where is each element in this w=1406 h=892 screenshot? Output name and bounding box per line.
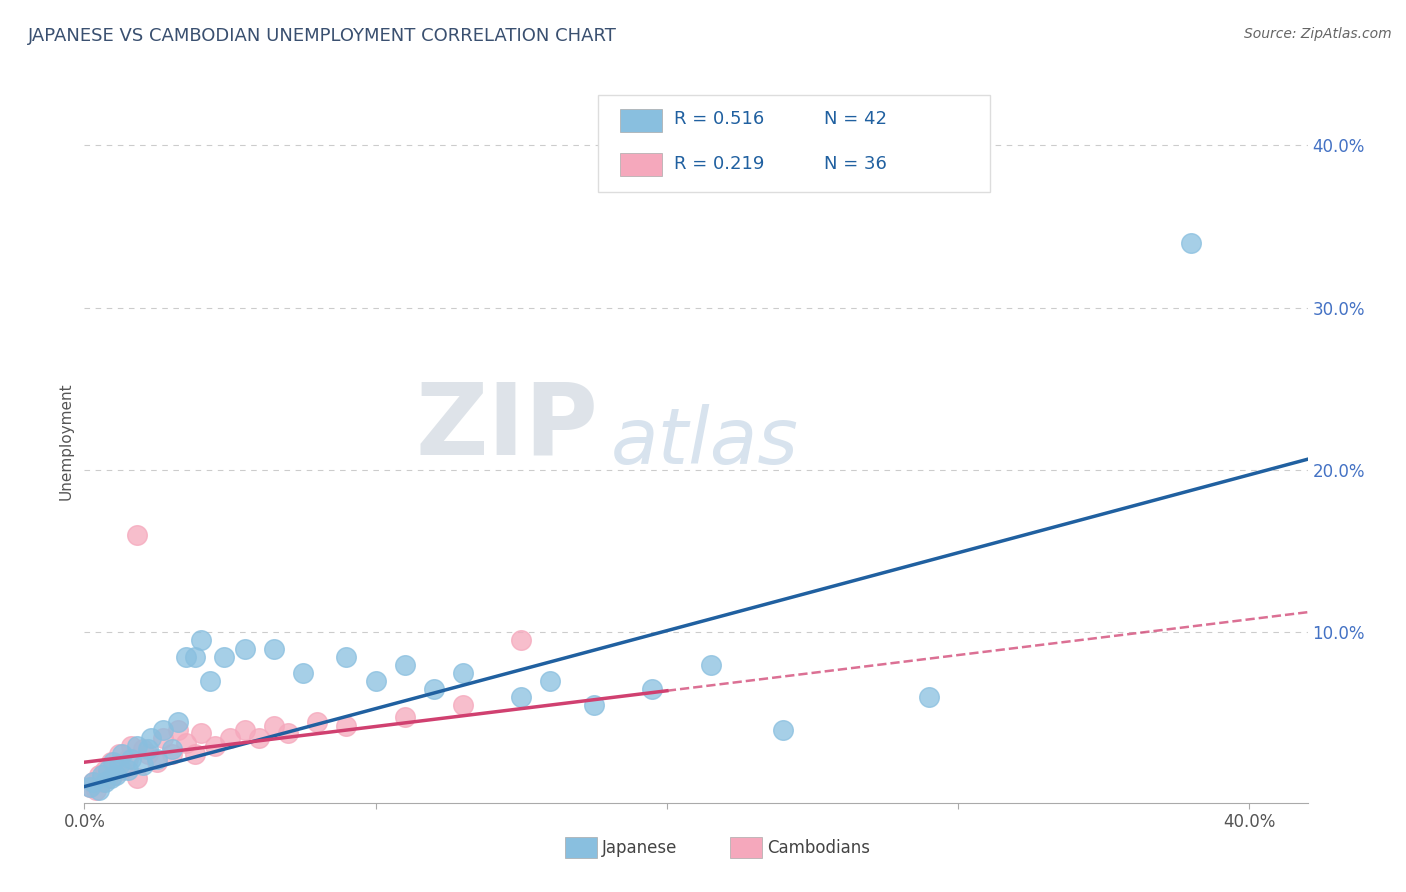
Point: [117, 752, 139, 766]
Point: [335, 649, 357, 664]
Point: [174, 649, 197, 664]
Point: [125, 528, 148, 542]
Point: [84, 782, 107, 797]
Point: [394, 710, 416, 724]
Point: [699, 657, 721, 672]
Point: [641, 682, 664, 697]
Point: [538, 673, 561, 688]
Point: [918, 690, 941, 705]
Point: [184, 747, 207, 761]
Text: Source: ZipAtlas.com: Source: ZipAtlas.com: [1244, 27, 1392, 41]
Point: [79, 780, 101, 794]
Point: [146, 755, 169, 769]
Point: [291, 665, 314, 680]
Point: [93, 764, 115, 778]
Text: ZIP: ZIP: [415, 378, 598, 475]
Point: [451, 665, 474, 680]
Point: [82, 774, 104, 789]
Point: [166, 714, 188, 729]
Point: [423, 682, 446, 697]
Point: [1180, 235, 1202, 250]
Point: [394, 657, 416, 672]
Point: [146, 752, 169, 766]
Point: [190, 633, 212, 648]
Point: [138, 742, 160, 756]
Point: [198, 673, 221, 688]
FancyBboxPatch shape: [620, 109, 662, 132]
Point: [510, 690, 533, 705]
Point: [263, 641, 285, 656]
Point: [510, 633, 533, 648]
Point: [87, 782, 110, 797]
Text: N = 42: N = 42: [824, 111, 887, 128]
Point: [93, 774, 115, 789]
Point: [152, 723, 174, 737]
Point: [364, 673, 387, 688]
Point: [160, 742, 183, 756]
Y-axis label: Unemployment: Unemployment: [58, 383, 73, 500]
Point: [583, 698, 606, 713]
Point: [184, 649, 207, 664]
Point: [233, 641, 256, 656]
Point: [108, 747, 131, 761]
Point: [90, 774, 112, 789]
Point: [138, 747, 160, 761]
Point: [97, 772, 120, 786]
Point: [307, 714, 329, 729]
Point: [100, 772, 122, 786]
Point: [212, 649, 235, 664]
Text: JAPANESE VS CAMBODIAN UNEMPLOYMENT CORRELATION CHART: JAPANESE VS CAMBODIAN UNEMPLOYMENT CORRE…: [28, 27, 617, 45]
Point: [111, 764, 134, 778]
Point: [204, 739, 226, 753]
Point: [117, 764, 139, 778]
Point: [131, 742, 153, 756]
Point: [79, 780, 101, 794]
Text: R = 0.219: R = 0.219: [673, 155, 765, 173]
Point: [97, 764, 120, 778]
Point: [87, 768, 110, 782]
Point: [90, 768, 112, 782]
Point: [277, 726, 299, 740]
Text: Japanese: Japanese: [602, 838, 678, 856]
Point: [335, 719, 357, 733]
Point: [152, 731, 174, 745]
Point: [141, 731, 163, 745]
FancyBboxPatch shape: [620, 153, 662, 176]
Point: [111, 747, 134, 761]
FancyBboxPatch shape: [598, 95, 990, 193]
Point: [100, 755, 122, 769]
Point: [247, 731, 270, 745]
FancyBboxPatch shape: [730, 838, 762, 858]
Point: [125, 772, 148, 786]
Point: [190, 726, 212, 740]
Point: [120, 739, 142, 753]
Text: atlas: atlas: [610, 403, 799, 480]
Point: [105, 758, 128, 772]
Point: [263, 719, 285, 733]
Point: [82, 774, 104, 789]
Point: [103, 755, 125, 769]
Point: [219, 731, 242, 745]
Text: Cambodians: Cambodians: [766, 838, 870, 856]
Point: [125, 739, 148, 753]
Point: [233, 723, 256, 737]
Point: [105, 768, 128, 782]
Text: R = 0.516: R = 0.516: [673, 111, 765, 128]
FancyBboxPatch shape: [565, 838, 598, 858]
Point: [103, 768, 125, 782]
Point: [166, 723, 188, 737]
Point: [160, 747, 183, 761]
Point: [451, 698, 474, 713]
Point: [120, 752, 142, 766]
Point: [131, 758, 153, 772]
Point: [174, 736, 197, 750]
Point: [108, 758, 131, 772]
Point: [772, 723, 794, 737]
Text: N = 36: N = 36: [824, 155, 887, 173]
